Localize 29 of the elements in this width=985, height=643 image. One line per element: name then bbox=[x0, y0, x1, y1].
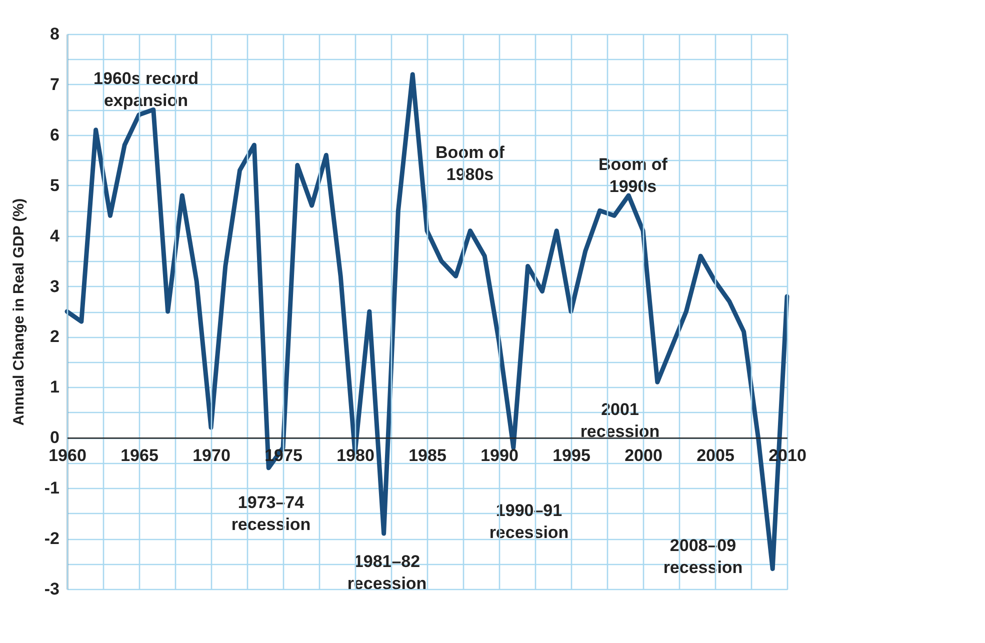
x-tick-label: 1980 bbox=[336, 446, 374, 466]
annotation: 1981–82 recession bbox=[347, 552, 427, 593]
y-tick-label: 1 bbox=[50, 378, 60, 397]
y-tick-label: 4 bbox=[50, 226, 60, 246]
y-tick-label: -1 bbox=[44, 478, 60, 498]
x-tick-label: 1965 bbox=[120, 446, 158, 466]
y-tick-label: 5 bbox=[50, 176, 60, 195]
y-tick-label: 8 bbox=[50, 24, 60, 44]
y-tick-label: 2 bbox=[50, 327, 60, 346]
x-tick-label: 1960 bbox=[48, 446, 86, 466]
y-tick-label: 6 bbox=[50, 125, 60, 144]
annotation: 2008–09 recession bbox=[663, 536, 743, 577]
annotation: 1990–91 recession bbox=[489, 501, 569, 542]
y-tick-label: 7 bbox=[50, 74, 60, 94]
y-tick-label: 3 bbox=[50, 276, 60, 296]
y-tick-label: -3 bbox=[44, 580, 60, 598]
annotation: Boom of 1980s bbox=[436, 143, 505, 184]
x-tick-label: 1990 bbox=[480, 446, 518, 466]
annotation: 1973–74 recession bbox=[231, 493, 311, 534]
annotation: 2001 recession bbox=[580, 400, 660, 441]
x-tick-label: 2000 bbox=[624, 446, 662, 466]
x-tick-label: 1995 bbox=[552, 446, 590, 466]
x-tick-label: 1970 bbox=[192, 446, 230, 466]
y-tick-label: 0 bbox=[50, 428, 60, 448]
annotation: 1960s record expansion bbox=[94, 69, 198, 110]
x-tick-label: 2005 bbox=[696, 446, 734, 466]
y-axis-title: Annual Change in Real GDP (%) bbox=[10, 198, 28, 426]
y-tick-label: -2 bbox=[44, 529, 60, 548]
x-tick-label: 1985 bbox=[408, 446, 446, 466]
